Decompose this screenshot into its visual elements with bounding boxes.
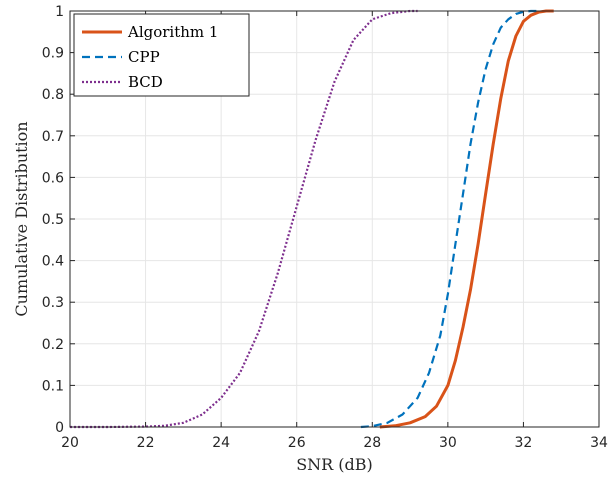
legend: Algorithm 1 CPP BCD bbox=[73, 13, 250, 97]
grid-lines bbox=[69, 10, 600, 428]
series-line-1 bbox=[379, 9, 554, 429]
axis-ticks: 20 22 24 26 28 30 32 34 0 0.1 0.2 0.3 0.4 0.5 0.6 0.7 0.… bbox=[42, 4, 608, 451]
y-tick-label: 0 bbox=[55, 420, 64, 436]
x-tick-label: 26 bbox=[288, 435, 306, 451]
legend-label: Algorithm 1 bbox=[127, 23, 218, 41]
y-tick-label: 0.8 bbox=[42, 87, 64, 103]
series-line-2 bbox=[360, 9, 539, 429]
x-tick-label: 32 bbox=[515, 435, 533, 451]
y-tick-label: 1 bbox=[55, 4, 64, 20]
x-tick-label: 20 bbox=[61, 435, 79, 451]
legend-label: BCD bbox=[128, 73, 163, 91]
y-tick-label: 0.3 bbox=[42, 295, 64, 311]
y-axis-label: Cumulative Distribution bbox=[12, 121, 31, 316]
x-tick-label: 28 bbox=[363, 435, 381, 451]
x-tick-label: 34 bbox=[590, 435, 608, 451]
x-tick-label: 24 bbox=[212, 435, 230, 451]
y-tick-label: 0.7 bbox=[42, 129, 64, 145]
series-lines bbox=[70, 9, 554, 429]
legend-label: CPP bbox=[128, 48, 160, 66]
y-tick-label: 0.6 bbox=[42, 170, 64, 186]
x-tick-label: 30 bbox=[439, 435, 457, 451]
x-axis-label: SNR (dB) bbox=[296, 455, 373, 474]
y-tick-label: 0.9 bbox=[42, 46, 64, 62]
x-tick-label: 22 bbox=[137, 435, 155, 451]
y-tick-label: 0.4 bbox=[42, 254, 64, 270]
y-tick-label: 0.2 bbox=[42, 337, 64, 353]
y-tick-label: 0.1 bbox=[42, 378, 64, 394]
y-tick-label: 0.5 bbox=[42, 212, 64, 228]
